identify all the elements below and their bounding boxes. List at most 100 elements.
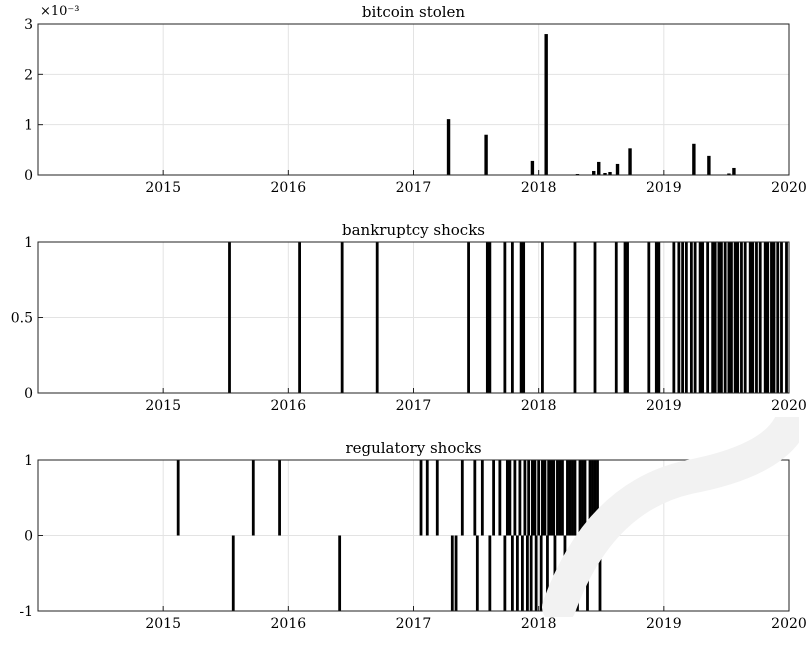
event-line xyxy=(563,535,567,611)
bar xyxy=(446,119,451,175)
y-tick-label: 1 xyxy=(24,235,33,251)
y-tick-label: -1 xyxy=(19,604,33,620)
x-tick-labels: 2015 2016 2017 2018 2019 2020 xyxy=(145,388,807,414)
event-line xyxy=(425,460,429,536)
x-tick-label: 2016 xyxy=(271,398,307,414)
grid xyxy=(38,241,790,394)
x-tick-label: 2020 xyxy=(771,398,807,414)
event-line xyxy=(571,460,574,536)
event-line xyxy=(743,242,747,393)
event-line xyxy=(698,242,702,393)
event-line xyxy=(573,242,577,393)
x-tick-labels: 2015 2016 2017 2018 2019 2020 xyxy=(145,606,807,632)
y-tick-label: 1 xyxy=(24,118,33,134)
grid xyxy=(38,459,790,612)
event-line xyxy=(546,535,549,611)
event-line xyxy=(578,460,582,536)
event-line xyxy=(541,242,544,393)
event-line xyxy=(231,535,235,611)
event-line xyxy=(713,242,717,393)
event-line xyxy=(751,242,755,393)
chart-title: bankruptcy shocks xyxy=(342,221,485,239)
chart-title: regulatory shocks xyxy=(345,439,481,457)
event-line xyxy=(672,242,676,393)
event-line xyxy=(503,242,507,393)
bar xyxy=(530,160,535,175)
event-line xyxy=(706,242,710,393)
event-line xyxy=(758,242,762,393)
event-line xyxy=(654,242,658,393)
event-line xyxy=(541,460,544,536)
event-line xyxy=(770,242,773,393)
bar xyxy=(615,163,620,175)
event-line xyxy=(568,460,572,536)
event-line xyxy=(593,460,597,536)
axes-regulatory-shocks: 2015 2016 2017 2018 2019 2020 -1 0 1 regulatory… xyxy=(19,439,806,632)
y-tick-labels: 00.51 xyxy=(11,235,43,402)
event-line xyxy=(340,242,344,393)
event-line xyxy=(720,242,723,393)
x-tick-label: 2015 xyxy=(145,616,181,632)
x-tick-label: 2019 xyxy=(646,180,682,196)
event-line xyxy=(534,535,538,611)
event-line xyxy=(772,242,776,393)
event-line xyxy=(508,460,512,536)
event-line xyxy=(251,460,255,536)
x-tick-label: 2017 xyxy=(396,180,432,196)
event-line xyxy=(513,460,517,536)
event-line xyxy=(727,242,731,393)
event-line xyxy=(527,460,531,536)
event-line xyxy=(454,535,458,611)
event-line xyxy=(766,242,770,393)
bar xyxy=(544,34,548,175)
event-line xyxy=(492,460,496,536)
event-line xyxy=(591,460,594,536)
x-tick-labels: 2015 2016 2017 2018 2019 2020 xyxy=(145,170,807,196)
event-line xyxy=(684,242,688,393)
event-line xyxy=(475,535,479,611)
bar xyxy=(707,155,711,175)
event-line xyxy=(435,460,439,536)
event-line xyxy=(623,242,627,393)
event-line xyxy=(748,242,752,393)
x-tick-label: 2018 xyxy=(521,398,557,414)
event-line xyxy=(593,242,597,393)
chart-title: bitcoin stolen xyxy=(362,3,466,21)
event-line xyxy=(537,460,541,536)
event-line xyxy=(681,242,685,393)
event-line xyxy=(556,460,559,536)
event-line xyxy=(549,460,553,536)
event-line xyxy=(519,242,523,393)
event-line xyxy=(526,535,529,611)
axes-bitcoin-stolen: 2015 2016 2017 2018 2019 2020 0 1 2 3 bitcoin st… xyxy=(24,3,807,196)
bar xyxy=(608,171,612,175)
event-line xyxy=(763,242,767,393)
event-line xyxy=(460,460,464,536)
event-line xyxy=(505,460,509,536)
event-line xyxy=(523,460,527,536)
event-line xyxy=(736,242,740,393)
event-line xyxy=(780,242,783,393)
axes-bankruptcy-shocks: 2015 2016 2017 2018 2019 2020 00.51 bankruptc… xyxy=(11,221,807,414)
bars xyxy=(446,34,736,175)
event-line xyxy=(740,242,743,393)
event-line xyxy=(596,460,599,536)
x-tick-label: 2015 xyxy=(145,180,181,196)
y-tick-label: 0.5 xyxy=(11,311,33,327)
event-line xyxy=(566,460,569,536)
event-line xyxy=(677,242,681,393)
event-lines xyxy=(228,242,788,393)
event-line xyxy=(520,535,524,611)
event-line xyxy=(498,460,502,536)
event-line xyxy=(573,460,577,536)
event-line xyxy=(529,535,533,611)
grid xyxy=(38,23,790,176)
event-line xyxy=(480,460,484,536)
x-tick-label: 2018 xyxy=(521,616,557,632)
event-line xyxy=(543,460,547,536)
event-line xyxy=(598,535,602,611)
event-line xyxy=(518,460,522,536)
event-line xyxy=(581,460,584,536)
event-line xyxy=(561,460,564,536)
